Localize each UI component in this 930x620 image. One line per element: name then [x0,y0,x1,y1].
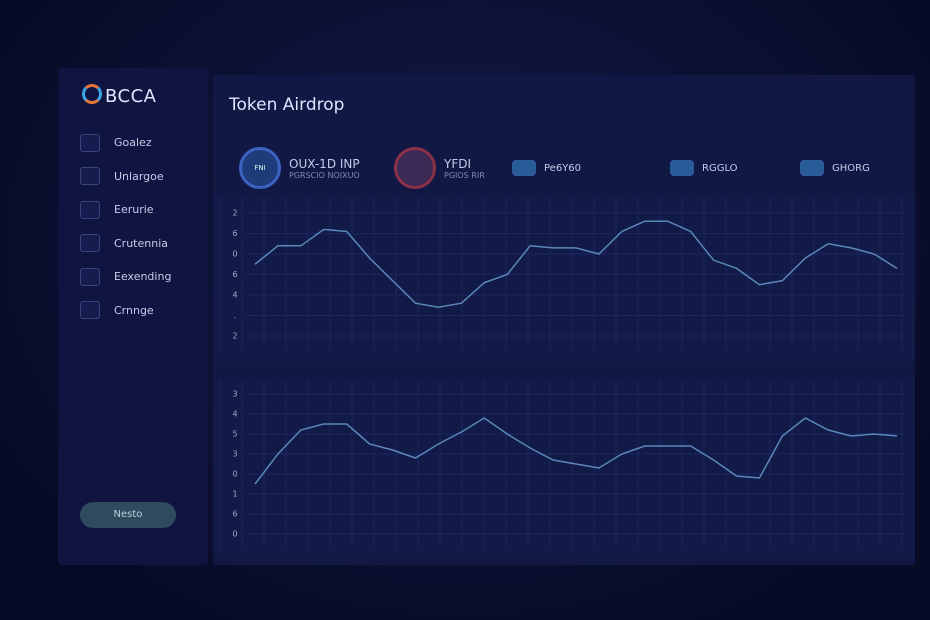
nav: Goalez Unlargoe Eerurie Crutennia Eexend… [80,126,171,327]
token-sub: PGIOS RIR [444,170,485,180]
y-tick-label: 2 [232,332,237,341]
y-tick-label: 5 [232,430,237,439]
y-tick-label: 2 [232,209,237,218]
y-tick-label: 0 [232,470,237,479]
y-tick-label: 3 [232,390,237,399]
token-name: YFDI [444,156,472,171]
y-tick-label: 1 [232,490,237,499]
y-tick-label: 0 [232,250,237,259]
token-name: GHORG [832,162,870,174]
token-icon [800,160,824,176]
nav-item[interactable]: Goalez [80,126,171,160]
nav-item[interactable]: Unlargoe [80,160,171,194]
title: Token Airdrop [229,95,345,115]
token[interactable]: RGGLO [670,147,800,189]
y-tick-label: . [234,311,237,320]
y-tick-label: 0 [232,530,237,539]
token[interactable]: GHORG [800,147,930,189]
nav-item[interactable]: Eexending [80,260,171,294]
token-name: RGGLO [702,162,738,174]
y-tick-label: 3 [232,450,237,459]
token-sub: PGRSCIO NOIXUO [289,170,360,180]
token-name: OUX-1D INP [289,156,360,171]
token[interactable]: FNI OUX-1D INP PGRSCIO NOIXUO [239,147,394,189]
chart-panel [213,195,915,362]
y-tick-label: 6 [232,510,237,519]
nav-item[interactable]: Crnnge [80,294,171,328]
chart-panel [213,378,915,555]
token[interactable]: YFDI PGIOS RIR [394,147,512,189]
y-tick-label: 6 [232,270,237,279]
nav-item[interactable]: Eerurie [80,193,171,227]
y-tick-label: 4 [232,410,237,419]
logo: BCCA [82,84,156,107]
sidebar: BCCA Goalez Unlargoe Eerurie Crutennia E… [58,68,208,565]
token[interactable]: Pe6Y60 [512,147,670,189]
token-icon: FNI [239,147,281,189]
token-icon [670,160,694,176]
nav-item[interactable]: Crutennia [80,227,171,261]
y-tick-label: 4 [232,291,237,300]
token-name: Pe6Y60 [544,162,582,174]
line [254,220,898,309]
y-tick-label: 6 [232,229,237,238]
token-icon [512,160,536,176]
token-icon [394,147,436,189]
line [254,417,898,485]
button[interactable]: Nesto [80,502,176,528]
token-row: FNI OUX-1D INP PGRSCIO NOIXUO YFDI PGIOS RI… [239,147,930,189]
